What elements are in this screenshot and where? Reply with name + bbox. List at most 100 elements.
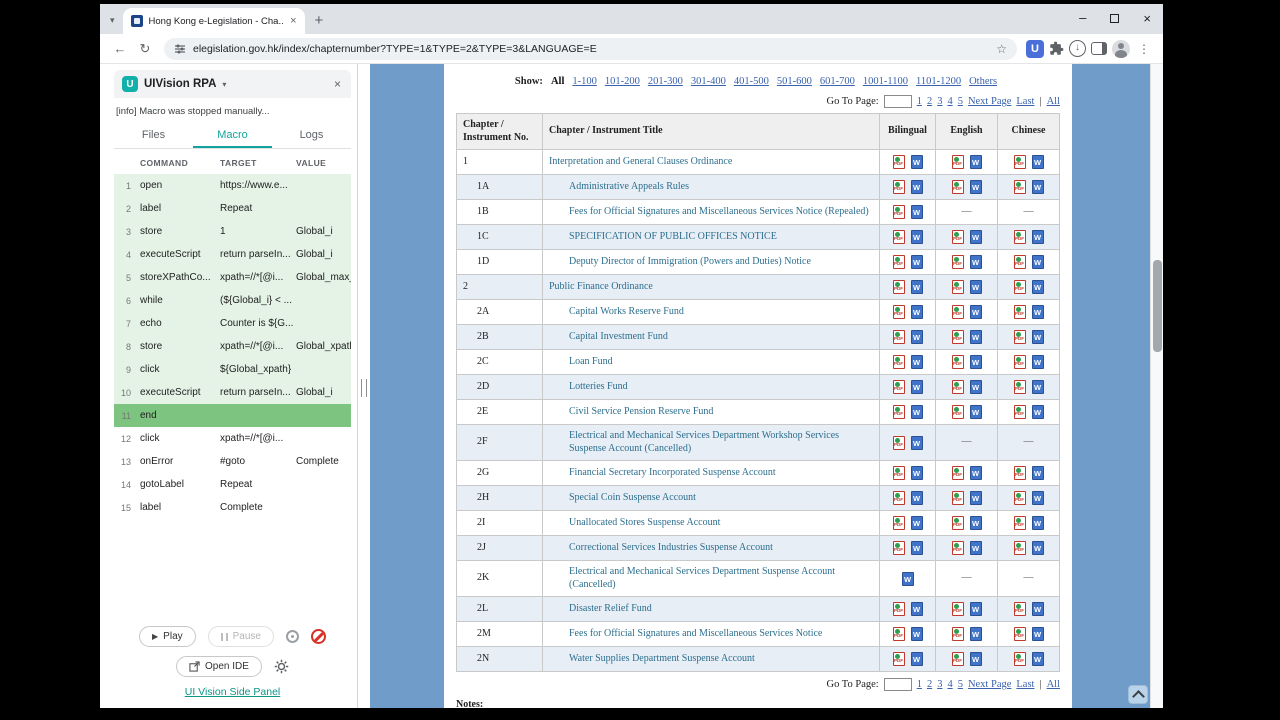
page-scrollbar[interactable] — [1150, 64, 1163, 708]
all-pages-link[interactable]: All — [1046, 96, 1060, 107]
pdf-icon[interactable] — [892, 541, 905, 555]
word-icon[interactable] — [969, 466, 982, 480]
chapter-title-link[interactable]: Interpretation and General Clauses Ordin… — [549, 155, 733, 167]
chapter-title-link[interactable]: Capital Investment Fund — [569, 330, 668, 342]
show-option-301-400[interactable]: 301-400 — [690, 76, 726, 87]
chapter-title-link[interactable]: Public Finance Ordinance — [549, 280, 653, 292]
word-icon[interactable] — [910, 405, 923, 419]
pdf-icon[interactable] — [951, 541, 964, 555]
back-to-top-button[interactable] — [1128, 685, 1148, 704]
word-icon[interactable] — [969, 652, 982, 666]
chapter-title-link[interactable]: Deputy Director of Immigration (Powers a… — [569, 255, 811, 267]
macro-row[interactable]: 12 click xpath=//*[@i... — [114, 427, 351, 450]
show-option-1-100[interactable]: 1-100 — [572, 76, 597, 87]
word-icon[interactable] — [1031, 230, 1044, 244]
chevron-down-icon[interactable]: ▾ — [222, 79, 227, 89]
pause-button[interactable]: Pause — [207, 626, 274, 647]
pdf-icon[interactable] — [1013, 541, 1026, 555]
word-icon[interactable] — [910, 255, 923, 269]
word-icon[interactable] — [1031, 627, 1044, 641]
show-option-1101-1200[interactable]: 1101-1200 — [915, 76, 962, 87]
chapter-title-link[interactable]: Special Coin Suspense Account — [569, 491, 696, 503]
word-icon[interactable] — [901, 571, 914, 586]
pdf-icon[interactable] — [892, 602, 905, 616]
pdf-icon[interactable] — [951, 280, 964, 294]
page-link-2[interactable]: 2 — [926, 679, 933, 690]
show-option-1001-1100[interactable]: 1001-1100 — [862, 76, 908, 87]
uivision-extension-icon[interactable]: U — [1026, 39, 1044, 58]
word-icon[interactable] — [910, 305, 923, 319]
page-link-4[interactable]: 4 — [947, 679, 953, 690]
word-icon[interactable] — [910, 380, 923, 394]
macro-row[interactable]: 4 executeScript return parseIn... Global_i — [114, 243, 351, 266]
word-icon[interactable] — [1031, 516, 1044, 530]
macro-row[interactable]: 7 echo Counter is ${G... — [114, 312, 351, 335]
pdf-icon[interactable] — [892, 435, 905, 450]
show-option-101-200[interactable]: 101-200 — [604, 76, 640, 87]
browser-tab[interactable]: Hong Kong e-Legislation - Cha... × — [122, 8, 305, 34]
word-icon[interactable] — [1031, 602, 1044, 616]
macro-row[interactable]: 1 open https://www.e... — [114, 174, 351, 197]
address-bar[interactable]: elegislation.gov.hk/index/chapternumber?… — [164, 37, 1017, 60]
ui-vision-side-panel-link[interactable]: UI Vision Side Panel — [184, 686, 281, 698]
chapter-title-link[interactable]: Financial Secretary Incorporated Suspens… — [569, 466, 776, 478]
pdf-icon[interactable] — [951, 330, 964, 344]
next-page-link[interactable]: Next Page — [967, 96, 1012, 107]
page-link-2[interactable]: 2 — [926, 96, 933, 107]
pdf-icon[interactable] — [951, 305, 964, 319]
tab-files[interactable]: Files — [141, 129, 166, 141]
pdf-icon[interactable] — [892, 180, 905, 194]
word-icon[interactable] — [1031, 355, 1044, 369]
browser-menu-icon[interactable]: ⋮ — [1138, 41, 1150, 56]
window-minimize-button[interactable]: – — [1079, 10, 1087, 25]
extensions-puzzle-icon[interactable] — [1049, 41, 1064, 56]
word-icon[interactable] — [969, 255, 982, 269]
macro-row[interactable]: 10 executeScript return parseIn... Global_i — [114, 381, 351, 404]
pdf-icon[interactable] — [892, 405, 905, 419]
pdf-icon[interactable] — [892, 155, 905, 169]
pdf-icon[interactable] — [1013, 330, 1026, 344]
pdf-icon[interactable] — [951, 627, 964, 641]
chapter-title-link[interactable]: Electrical and Mechanical Services Depar… — [569, 566, 836, 590]
macro-row[interactable]: 8 store xpath=//*[@i... Global_xpath — [114, 335, 351, 358]
page-link-1[interactable]: 1 — [916, 96, 922, 107]
pdf-icon[interactable] — [951, 355, 964, 369]
word-icon[interactable] — [910, 491, 923, 505]
word-icon[interactable] — [1031, 466, 1044, 480]
word-icon[interactable] — [910, 355, 923, 369]
pdf-icon[interactable] — [892, 330, 905, 344]
chapter-title-link[interactable]: Fees for Official Signatures and Miscell… — [569, 205, 869, 217]
rpa-close-icon[interactable]: × — [333, 77, 341, 91]
word-icon[interactable] — [969, 516, 982, 530]
show-option-601-700[interactable]: 601-700 — [819, 76, 855, 87]
pdf-icon[interactable] — [951, 516, 964, 530]
pdf-icon[interactable] — [951, 602, 964, 616]
macro-row[interactable]: 6 while (${Global_i} < ... — [114, 289, 351, 312]
side-panel-icon[interactable] — [1091, 42, 1107, 55]
macro-row[interactable]: 15 label Complete — [114, 496, 351, 519]
word-icon[interactable] — [969, 627, 982, 641]
page-number-input[interactable] — [883, 678, 912, 691]
word-icon[interactable] — [910, 652, 923, 666]
word-icon[interactable] — [1031, 405, 1044, 419]
next-page-link[interactable]: Next Page — [967, 679, 1012, 690]
refresh-icon[interactable]: ↻ — [139, 40, 151, 56]
word-icon[interactable] — [969, 491, 982, 505]
word-icon[interactable] — [910, 541, 923, 555]
macro-row[interactable]: 14 gotoLabel Repeat — [114, 473, 351, 496]
macro-row[interactable]: 2 label Repeat — [114, 197, 351, 220]
profile-avatar[interactable] — [1112, 39, 1130, 58]
record-icon[interactable] — [285, 630, 299, 643]
show-option-401-500[interactable]: 401-500 — [733, 76, 769, 87]
last-page-link[interactable]: Last — [1016, 96, 1035, 107]
page-link-3[interactable]: 3 — [937, 679, 943, 690]
macro-row[interactable]: 11 end — [114, 404, 351, 427]
pdf-icon[interactable] — [892, 355, 905, 369]
page-number-input[interactable] — [883, 95, 912, 108]
word-icon[interactable] — [910, 435, 923, 450]
pdf-icon[interactable] — [892, 205, 905, 219]
chapter-title-link[interactable]: Civil Service Pension Reserve Fund — [569, 405, 714, 417]
page-link-5[interactable]: 5 — [957, 96, 963, 107]
pdf-icon[interactable] — [951, 652, 964, 666]
word-icon[interactable] — [969, 405, 982, 419]
